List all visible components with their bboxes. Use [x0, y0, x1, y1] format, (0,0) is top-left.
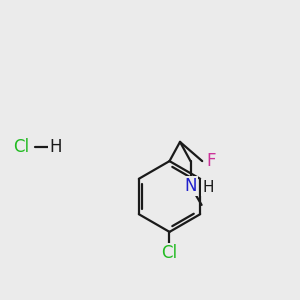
Text: H: H: [202, 180, 214, 195]
Text: Cl: Cl: [161, 244, 178, 262]
Text: N: N: [184, 177, 197, 195]
Text: Cl: Cl: [14, 138, 30, 156]
Text: F: F: [206, 152, 216, 170]
Text: H: H: [49, 138, 62, 156]
